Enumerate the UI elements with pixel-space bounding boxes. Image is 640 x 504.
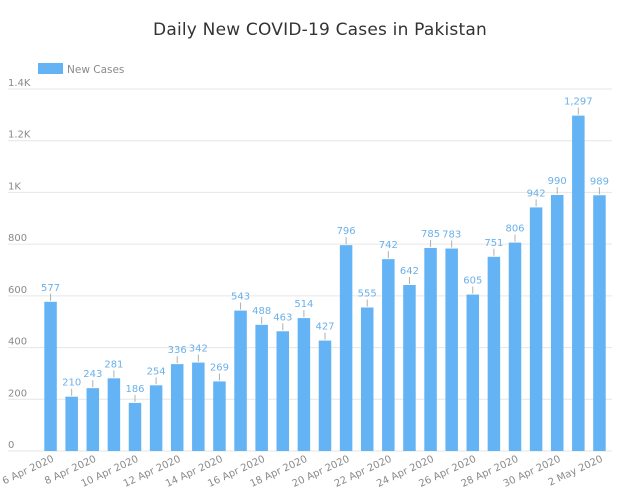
data-label: 254	[147, 366, 166, 377]
data-label: 742	[379, 240, 398, 251]
data-label: 342	[189, 344, 208, 355]
data-label: 336	[168, 345, 187, 356]
bar	[44, 301, 57, 451]
bar	[382, 259, 395, 451]
y-tick-label: 800	[8, 233, 27, 244]
data-label: 243	[83, 369, 102, 380]
data-label: 989	[590, 176, 609, 187]
bar	[466, 294, 480, 451]
data-label: 942	[527, 188, 546, 199]
bar	[593, 195, 606, 451]
bar	[445, 248, 458, 451]
y-tick-label: 200	[8, 388, 27, 399]
bar	[234, 310, 247, 451]
bar	[65, 396, 78, 451]
data-label: 186	[125, 384, 144, 395]
y-tick-label: 0	[8, 440, 14, 451]
data-label: 281	[104, 359, 123, 370]
bar	[213, 381, 226, 451]
data-label: 488	[252, 306, 271, 317]
data-label: 1,297	[564, 97, 593, 108]
data-label: 269	[210, 362, 229, 373]
legend[interactable]: New Cases	[38, 63, 124, 76]
bar	[297, 318, 311, 451]
data-label: 751	[484, 238, 503, 249]
bar	[276, 331, 290, 451]
data-label: 577	[41, 283, 60, 294]
data-label: 642	[400, 266, 419, 277]
y-tick-label: 1K	[8, 181, 21, 192]
bar	[128, 402, 142, 451]
bar	[149, 385, 163, 451]
data-label: 990	[548, 176, 567, 187]
bar	[508, 242, 522, 451]
data-label: 543	[231, 292, 250, 303]
bar	[424, 248, 437, 451]
bar	[86, 388, 100, 451]
bar	[572, 115, 585, 451]
data-label: 785	[421, 229, 440, 240]
y-tick-label: 1.2K	[8, 130, 31, 141]
legend-swatch	[38, 63, 63, 74]
bar	[550, 195, 564, 451]
bar	[360, 307, 374, 451]
data-label: 796	[337, 226, 356, 237]
bar	[192, 362, 205, 451]
data-label: 463	[273, 312, 292, 323]
data-label: 514	[294, 299, 313, 310]
chart-title: Daily New COVID-19 Cases in Pakistan	[153, 20, 487, 40]
data-label: 427	[315, 322, 334, 333]
y-tick-label: 600	[8, 285, 27, 296]
legend-label: New Cases	[67, 64, 124, 76]
bar	[255, 324, 268, 451]
bar	[487, 256, 501, 451]
bar	[318, 340, 332, 451]
bar	[529, 207, 543, 451]
y-tick-label: 1.4K	[8, 78, 31, 89]
bar	[403, 284, 416, 451]
bar	[339, 245, 353, 451]
bar	[170, 364, 184, 451]
data-label: 605	[463, 276, 482, 287]
y-tick-label: 400	[8, 337, 27, 348]
data-label: 555	[358, 288, 377, 299]
bar	[107, 378, 121, 451]
data-label: 806	[505, 224, 524, 235]
data-label: 783	[442, 230, 461, 241]
data-label: 210	[62, 378, 81, 389]
